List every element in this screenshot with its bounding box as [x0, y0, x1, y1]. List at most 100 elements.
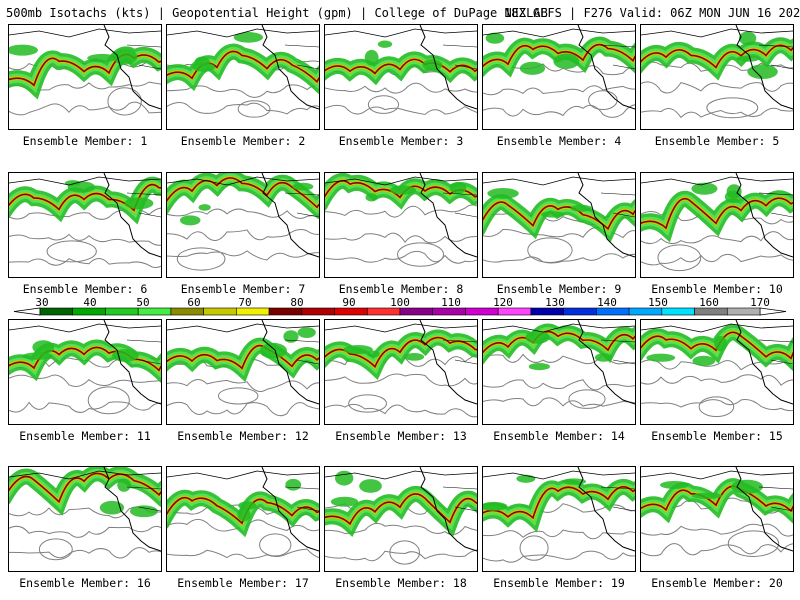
- colorbar-tick-label: 40: [83, 296, 96, 309]
- colorbar-swatch: [170, 307, 204, 316]
- colorbar-tick-label: 70: [238, 296, 251, 309]
- colorbar-swatch: [334, 307, 368, 316]
- height-contours: [641, 359, 793, 418]
- ensemble-member-label: Ensemble Member: 4: [496, 134, 622, 148]
- chart-header: 500mb Isotachs (kts) | Geopotential Heig…: [0, 2, 800, 22]
- isotach-jet-stream: [325, 173, 477, 211]
- member-map-svg: [483, 467, 635, 563]
- ensemble-member-map: [324, 172, 478, 278]
- ensemble-member-map: [482, 24, 636, 130]
- isotach-jet-stream: [167, 32, 319, 95]
- colorbar-swatch: [694, 307, 728, 316]
- coastline-borders: [483, 25, 635, 110]
- coastline-borders: [641, 173, 793, 258]
- colorbar-swatch: [628, 307, 663, 316]
- colorbar-tick-label: 130: [545, 296, 565, 309]
- colorbar-right-arrow: [759, 307, 787, 316]
- colorbar-swatch: [432, 307, 466, 316]
- height-contours: [483, 353, 635, 409]
- ensemble-member-map: [482, 172, 636, 278]
- isotach-jet-stream: [483, 474, 635, 533]
- colorbar-tick-label: 110: [441, 296, 461, 309]
- isotach-jet-stream: [167, 478, 319, 538]
- member-map-svg: [9, 467, 161, 561]
- coastline-borders: [641, 467, 793, 552]
- isotach-jet-stream: [641, 31, 793, 81]
- ensemble-member-label: Ensemble Member: 9: [496, 282, 622, 296]
- member-map-svg: [9, 25, 161, 116]
- ensemble-member-label: Ensemble Member: 17: [177, 576, 309, 590]
- colorbar-swatch: [203, 307, 237, 316]
- height-contours: [9, 207, 161, 268]
- coastline-borders: [167, 173, 319, 258]
- colorbar-swatch: [137, 307, 172, 316]
- colorbar-swatch: [72, 307, 106, 316]
- member-map-svg: [641, 173, 793, 272]
- ensemble-member-map: [166, 24, 320, 130]
- ensemble-member-map: [640, 319, 794, 425]
- isotach-jet-stream: [167, 173, 319, 226]
- height-contours: [167, 208, 319, 271]
- ensemble-member-label: Ensemble Member: 20: [651, 576, 783, 590]
- ensemble-member-label: Ensemble Member: 13: [335, 429, 467, 443]
- coastline-borders: [9, 173, 161, 258]
- coastline-borders: [9, 467, 161, 552]
- isotach-jet-stream: [325, 329, 477, 381]
- isotach-jet-stream: [483, 32, 635, 78]
- coastline-borders: [641, 320, 793, 405]
- colorbar-swatch: [301, 307, 335, 316]
- colorbar-swatch: [530, 307, 564, 316]
- colorbar-swatch: [39, 307, 74, 316]
- coastline-borders: [483, 173, 635, 258]
- coastline-borders: [325, 467, 477, 552]
- colorbar-swatch: [726, 307, 761, 316]
- colorbar-swatch: [105, 307, 139, 316]
- colorbar-swatch: [563, 307, 597, 316]
- colorbar-tick-label: 80: [290, 296, 303, 309]
- ensemble-member-map: [166, 466, 320, 572]
- ensemble-member-map: [8, 172, 162, 278]
- isotach-jet-stream: [9, 44, 161, 100]
- ensemble-member-map: [640, 172, 794, 278]
- member-map-svg: [167, 467, 319, 559]
- ensemble-member-map: [324, 24, 478, 130]
- coastline-borders: [641, 25, 793, 110]
- isotach-jet-stream: [641, 324, 793, 372]
- member-map-svg: [483, 320, 635, 409]
- ensemble-member-label: Ensemble Member: 19: [493, 576, 625, 590]
- ensemble-member-label: Ensemble Member: 12: [177, 429, 309, 443]
- coastline-borders: [167, 467, 319, 552]
- ensemble-member-map: [482, 319, 636, 425]
- isotach-jet-stream: [483, 187, 635, 243]
- ensemble-member-label: Ensemble Member: 18: [335, 576, 467, 590]
- member-map-svg: [167, 173, 319, 271]
- member-map-svg: [483, 173, 635, 264]
- header-product-title: 500mb Isotachs (kts) | Geopotential Heig…: [6, 6, 548, 20]
- colorbar-tick-label: 90: [342, 296, 355, 309]
- coastline-borders: [167, 25, 319, 110]
- colorbar-tick-label: 100: [390, 296, 410, 309]
- ensemble-member-map: [640, 466, 794, 572]
- isotach-jet-stream: [641, 478, 793, 524]
- colorbar-swatch: [399, 307, 434, 316]
- colorbar-tick-label: 50: [136, 296, 149, 309]
- member-map-svg: [167, 25, 319, 118]
- coastline-borders: [167, 320, 319, 405]
- coastline-borders: [325, 25, 477, 110]
- isotach-jet-stream: [9, 176, 161, 225]
- ensemble-member-label: Ensemble Member: 1: [22, 134, 148, 148]
- ensemble-member-map: [324, 319, 478, 425]
- ensemble-member-map: [166, 172, 320, 278]
- colorbar-swatch: [661, 307, 695, 316]
- colorbar-swatch: [366, 307, 401, 316]
- ensemble-member-label: Ensemble Member: 2: [180, 134, 306, 148]
- colorbar-swatch: [268, 307, 303, 316]
- isotach-jet-stream: [9, 467, 161, 518]
- ensemble-member-map: [324, 466, 478, 572]
- height-contours: [9, 506, 161, 561]
- ensemble-member-label: Ensemble Member: 11: [19, 429, 151, 443]
- colorbar-swatch: [497, 307, 532, 316]
- header-run-info: 18Z GEFS | F276 Valid: 06Z MON JUN 16 20…: [504, 6, 800, 20]
- ensemble-member-map: [8, 319, 162, 425]
- coastline-borders: [325, 173, 477, 258]
